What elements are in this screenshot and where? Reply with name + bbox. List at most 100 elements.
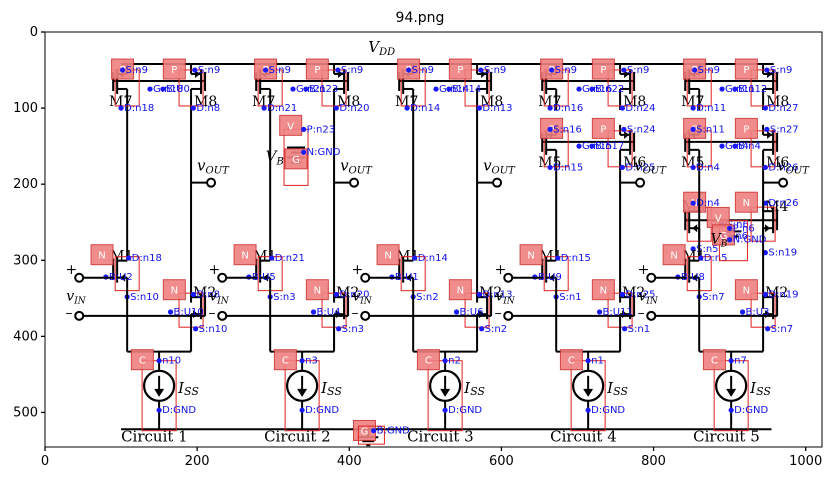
circuit-4-ann-p3-d: D:n15 [553, 162, 583, 173]
circuit-3-ann-n2-s: S:n2 [485, 324, 507, 335]
circuit-3-ann-p1-d: D:n14 [410, 103, 440, 114]
circuit-4-nmos-left-arrow [549, 273, 555, 282]
circuit-1-ann-n1-d-dot [126, 255, 132, 261]
circuit-3-ann-c-bot-dot [442, 407, 448, 413]
circuit-1-ann-p2-d: D:n8 [196, 103, 220, 114]
circuit-3-minus-sign: – [352, 305, 359, 321]
circuit-2-vb-badge [279, 114, 303, 136]
circuit-3-ann-c-top: n2 [448, 356, 461, 367]
circuit-3-ann-n1-d: D:n14 [418, 253, 448, 264]
circuit-3-plus-sign: + [352, 262, 364, 278]
circuit-5-ann-n3-d-dot [690, 200, 696, 206]
circuit-1-ann-n2-d-dot [190, 291, 196, 298]
circuit-3-ann-n1-g: B:U1 [395, 272, 419, 283]
circuit-4-isource-arrow-head [583, 388, 594, 397]
circuit-5-pmos2-right-badge [734, 117, 758, 139]
circuit-4-ann-c-bot-dot [585, 407, 591, 413]
circuit-3-ann-pbody-dot [446, 86, 452, 92]
circuit-5-ann-c-bot-dot [728, 407, 734, 413]
circuit-2-vin-sub: IN [216, 297, 230, 307]
circuit-3-pmos-right-box [464, 69, 490, 107]
circuit-1-plus-sign: + [66, 262, 78, 278]
circuit-1-minus-sign: – [66, 305, 73, 321]
circuit-2-ann-n2-s-dot [336, 326, 342, 332]
circuit-5-isource-badge [702, 349, 726, 371]
circuit-3-vin-minus-terminal [360, 310, 371, 321]
circuit-2-ann-c-top: n3 [305, 356, 318, 367]
circuit-5-ann-v-top: P:n6 [733, 223, 755, 234]
circuit-1-nmos-right-badge [162, 279, 186, 301]
circuit-3-ann-c-top-dot [442, 358, 448, 364]
circuit-2-ann-n2-g-dot [310, 309, 317, 315]
circuit-3-pmos-right-badge [448, 58, 472, 80]
circuit-2-ann-p2-d: D:n20 [339, 103, 369, 114]
circuit-5-ann-p2-d-dot [762, 105, 768, 111]
circuit-2-caption: Circuit 2 [264, 427, 331, 445]
circuit-5-ann-p2body: B:n4 [738, 141, 761, 152]
circuit-4-isource-badge [559, 349, 583, 371]
circuit-5-ann-n2-g: B:U3 [746, 307, 770, 318]
circuit-2-ann-p2-s: S:n9 [341, 65, 363, 76]
y-tick-label: 200 [13, 177, 38, 192]
circuit-2-ann-c-bot-dot [299, 407, 305, 413]
y-tick-label: 500 [13, 405, 38, 420]
circuit-3-isource-badge [416, 349, 440, 371]
circuit-5-ann-p4-d: D:n26 [768, 162, 798, 173]
circuit-3-nmos-right-badge [448, 279, 472, 301]
circuit-5-vb-gnd-badge-label: G [720, 231, 728, 242]
circuit-1-ann-n1-d: D:n18 [132, 253, 162, 264]
circuit-3-nmos-right-label: M2 [479, 285, 502, 301]
circuit-4-pmos-right-badge [591, 58, 615, 80]
circuit-2-ann-v-bot-dot [301, 149, 307, 155]
circuit-5-ann-n4-d: D:n26 [768, 198, 798, 209]
x-tick-label: 600 [489, 454, 514, 469]
circuit-4-ann-p2-d-dot [619, 105, 625, 111]
circuit-1-ann-p2-s-dot [192, 67, 198, 73]
circuit-2-ann-v-top-dot [301, 126, 307, 132]
circuit-4-ann-n2-s: S:n1 [628, 324, 650, 335]
circuit-3-ann-n2-d: D:n13 [482, 290, 512, 301]
circuit-2-ann-p2-s-dot [335, 67, 341, 73]
circuit-2-ann-n1-g: B:U5 [252, 272, 276, 283]
circuit-4-ann-c-top: n1 [591, 356, 604, 367]
circuit-1-nmos-right-label: M2 [193, 285, 216, 301]
circuit-4-vout-sub: OUT [643, 166, 668, 177]
circuit-5-vout-sub: OUT [786, 166, 811, 177]
circuit-1-ann-n2-g-dot [167, 309, 174, 315]
circuit-3-isource-arrow-head [440, 388, 451, 397]
circuit-1-pmos-right-box [178, 69, 204, 107]
x-tick-label: 400 [337, 454, 362, 469]
circuit-3-ann-p2-s-dot [478, 67, 484, 73]
circuit-5-ann-n2-s-dot [765, 326, 771, 332]
circuit-5-ann-v-bot: N:GND [733, 235, 767, 246]
circuit-5-nmos2-right-badge [734, 191, 758, 213]
circuit-2-ann-n1-s: S:n3 [273, 292, 295, 303]
circuit-5-ann-n2-d: D:n19 [768, 290, 798, 301]
circuit-2-nmos-right-badge [305, 279, 329, 301]
ground-badge-label: G [361, 426, 369, 437]
circuit-5-ann-p4-s: S:n27 [770, 124, 799, 135]
circuit-5-ann-p1-s-dot [692, 67, 698, 73]
circuit-2-ann-p1-s-dot [263, 67, 269, 73]
circuit-4-ann-p4-d: D:n25 [625, 162, 655, 173]
circuit-5-nmos-right-badge-label: N [743, 286, 750, 297]
circuit-4-ann-p2-s: S:n9 [627, 65, 649, 76]
circuit-5-ann-n3-d: D:n4 [696, 198, 720, 209]
circuit-5-ann-v-top-dot [727, 225, 733, 231]
circuit-2-ann-p1-s: S:n9 [269, 65, 291, 76]
circuit-2-pmos-right-badge-label: P [314, 65, 320, 76]
circuit-5-ann-n1-d: D:n5 [704, 253, 728, 264]
circuit-4-ann-pgate: G:n16 [582, 84, 612, 95]
circuit-4-ann-p2-d: D:n24 [625, 103, 655, 114]
circuit-5-caption: Circuit 5 [693, 427, 760, 445]
circuit-3-ann-p2-d-dot [476, 105, 482, 111]
circuit-5-ann-p2-s: S:n9 [770, 65, 792, 76]
circuit-4-vin-minus-terminal [503, 310, 514, 321]
circuit-4-nmos-right-badge [591, 279, 615, 301]
circuit-5-ann-p2-d: D:n27 [768, 103, 798, 114]
circuit-1-nmos-left-arrow [120, 273, 126, 282]
circuit-3-ann-n1-d-dot [412, 255, 418, 261]
circuit-2-nmos-right-badge-label: N [314, 286, 321, 297]
circuit-1-caption: Circuit 1 [121, 427, 188, 445]
